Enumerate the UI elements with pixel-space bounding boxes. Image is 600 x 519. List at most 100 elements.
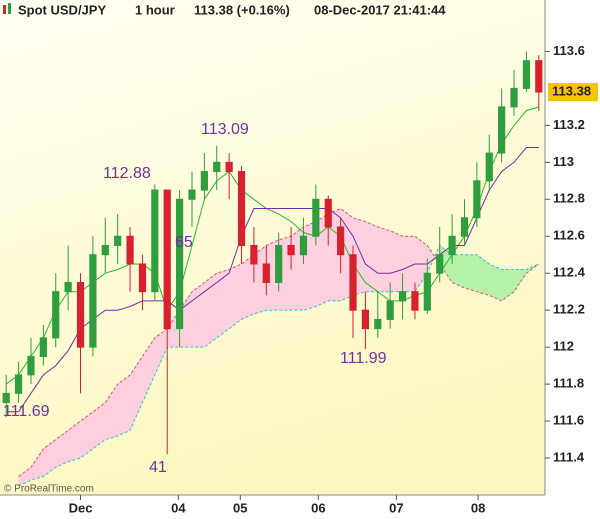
x-tick-label: 07 bbox=[389, 500, 403, 515]
candle-body bbox=[126, 235, 134, 265]
cloud-fill bbox=[142, 337, 155, 403]
cloud-fill bbox=[402, 236, 415, 292]
candle-body bbox=[2, 392, 10, 404]
y-tick-label: 111.8 bbox=[553, 376, 584, 391]
candle-body bbox=[398, 291, 407, 302]
x-tick-label: Dec bbox=[69, 500, 93, 515]
candle-body bbox=[349, 254, 357, 311]
candle-body bbox=[237, 171, 246, 246]
y-tick-label: 113.6 bbox=[553, 43, 585, 58]
candle-body bbox=[14, 374, 23, 394]
y-tick-label: 111.6 bbox=[553, 413, 584, 428]
y-tick-label: 112 bbox=[553, 339, 574, 354]
cloud-fill bbox=[117, 374, 131, 436]
cloud-fill bbox=[464, 254, 477, 292]
cloud-fill bbox=[55, 430, 69, 468]
cloud-fill bbox=[229, 263, 242, 329]
annotation: 111.69 bbox=[3, 403, 50, 420]
candle-body bbox=[76, 281, 85, 348]
candle-body bbox=[386, 300, 394, 320]
candle-body bbox=[510, 87, 518, 108]
annotation: 113.09 bbox=[201, 121, 249, 138]
x-tick-label: 06 bbox=[311, 500, 325, 515]
cloud-fill bbox=[154, 328, 168, 375]
candle-body bbox=[423, 272, 431, 311]
candle-body bbox=[262, 263, 270, 283]
cloud-fill bbox=[216, 269, 230, 338]
cloud-fill bbox=[489, 263, 502, 301]
x-tick-label: 04 bbox=[171, 500, 186, 515]
y-tick-label: 112.4 bbox=[553, 265, 586, 280]
last-price-box bbox=[548, 83, 598, 102]
candle-body bbox=[213, 161, 221, 173]
cloud-fill bbox=[80, 411, 93, 459]
y-tick-label: 112.2 bbox=[553, 302, 585, 317]
timestamp: 08-Dec-2017 21:41:44 bbox=[314, 2, 446, 17]
icon bbox=[8, 3, 11, 14]
candle-body bbox=[176, 198, 184, 330]
candle-body bbox=[473, 180, 481, 219]
cloud-fill bbox=[501, 269, 515, 301]
x-tick-label: 08 bbox=[471, 500, 485, 515]
candles bbox=[2, 51, 543, 455]
candle-body bbox=[324, 198, 332, 228]
y-tick-label: 112.6 bbox=[553, 228, 585, 243]
candle-body bbox=[361, 309, 369, 330]
candle-body bbox=[39, 337, 47, 357]
x-tick-label: 05 bbox=[233, 500, 247, 515]
cloud-fill bbox=[191, 282, 205, 348]
interval: 1 hour bbox=[135, 2, 175, 17]
candle-body bbox=[312, 198, 320, 237]
change: 113.38 (+0.16%) bbox=[194, 2, 290, 17]
candle-body bbox=[200, 171, 208, 191]
cloud-fill bbox=[514, 269, 527, 292]
candle-body bbox=[101, 244, 109, 256]
annotation: 112.88 bbox=[103, 165, 151, 182]
annotation: 111.99 bbox=[340, 350, 387, 367]
candle-body bbox=[522, 60, 531, 89]
candle-body bbox=[250, 244, 258, 265]
cloud-fill bbox=[43, 439, 56, 477]
candle-body bbox=[411, 291, 419, 311]
candle-body bbox=[299, 235, 308, 256]
candle-body bbox=[535, 60, 543, 93]
candle-body bbox=[163, 189, 171, 330]
y-tick-label: 113.2 bbox=[553, 117, 585, 132]
cloud-fill bbox=[30, 448, 44, 481]
y-tick-label: 112.8 bbox=[553, 191, 585, 206]
cloud-fill bbox=[390, 230, 403, 292]
instrument: Spot USD/JPY bbox=[18, 2, 106, 17]
cloud-fill bbox=[179, 291, 192, 348]
candle-body bbox=[448, 235, 456, 256]
cloud-fill bbox=[315, 214, 329, 307]
candle-body bbox=[287, 244, 295, 256]
candle-body bbox=[225, 161, 233, 173]
cloud-fill bbox=[68, 421, 81, 462]
candle-body bbox=[27, 355, 35, 376]
cloud-fill bbox=[105, 384, 118, 440]
annotation: 65 bbox=[175, 234, 193, 251]
y-tick-label: 111.4 bbox=[553, 449, 585, 464]
candle-body bbox=[64, 281, 72, 293]
annotation: 41 bbox=[149, 459, 167, 476]
y-tick-label: 113 bbox=[553, 154, 574, 169]
candle-body bbox=[436, 254, 444, 274]
cloud-fill bbox=[241, 254, 254, 320]
cloud-fill bbox=[130, 356, 143, 431]
candle-body bbox=[498, 106, 506, 154]
cloud-fill bbox=[377, 227, 391, 292]
cloud-fill bbox=[92, 402, 106, 449]
cloud-fill bbox=[476, 254, 490, 296]
icon bbox=[3, 5, 6, 14]
candle-body bbox=[188, 189, 196, 200]
candle-body bbox=[275, 244, 283, 283]
candle-body bbox=[460, 217, 469, 237]
cloud-fill bbox=[452, 254, 465, 288]
candle-body bbox=[138, 263, 147, 293]
candle-body bbox=[52, 291, 60, 339]
header: Spot USD/JPY 1 hour 113.38 (+0.16%) 08-D… bbox=[3, 2, 446, 17]
candle-body bbox=[374, 318, 382, 330]
candle-body bbox=[114, 235, 122, 246]
last-price-label: 113.38 bbox=[552, 84, 591, 99]
